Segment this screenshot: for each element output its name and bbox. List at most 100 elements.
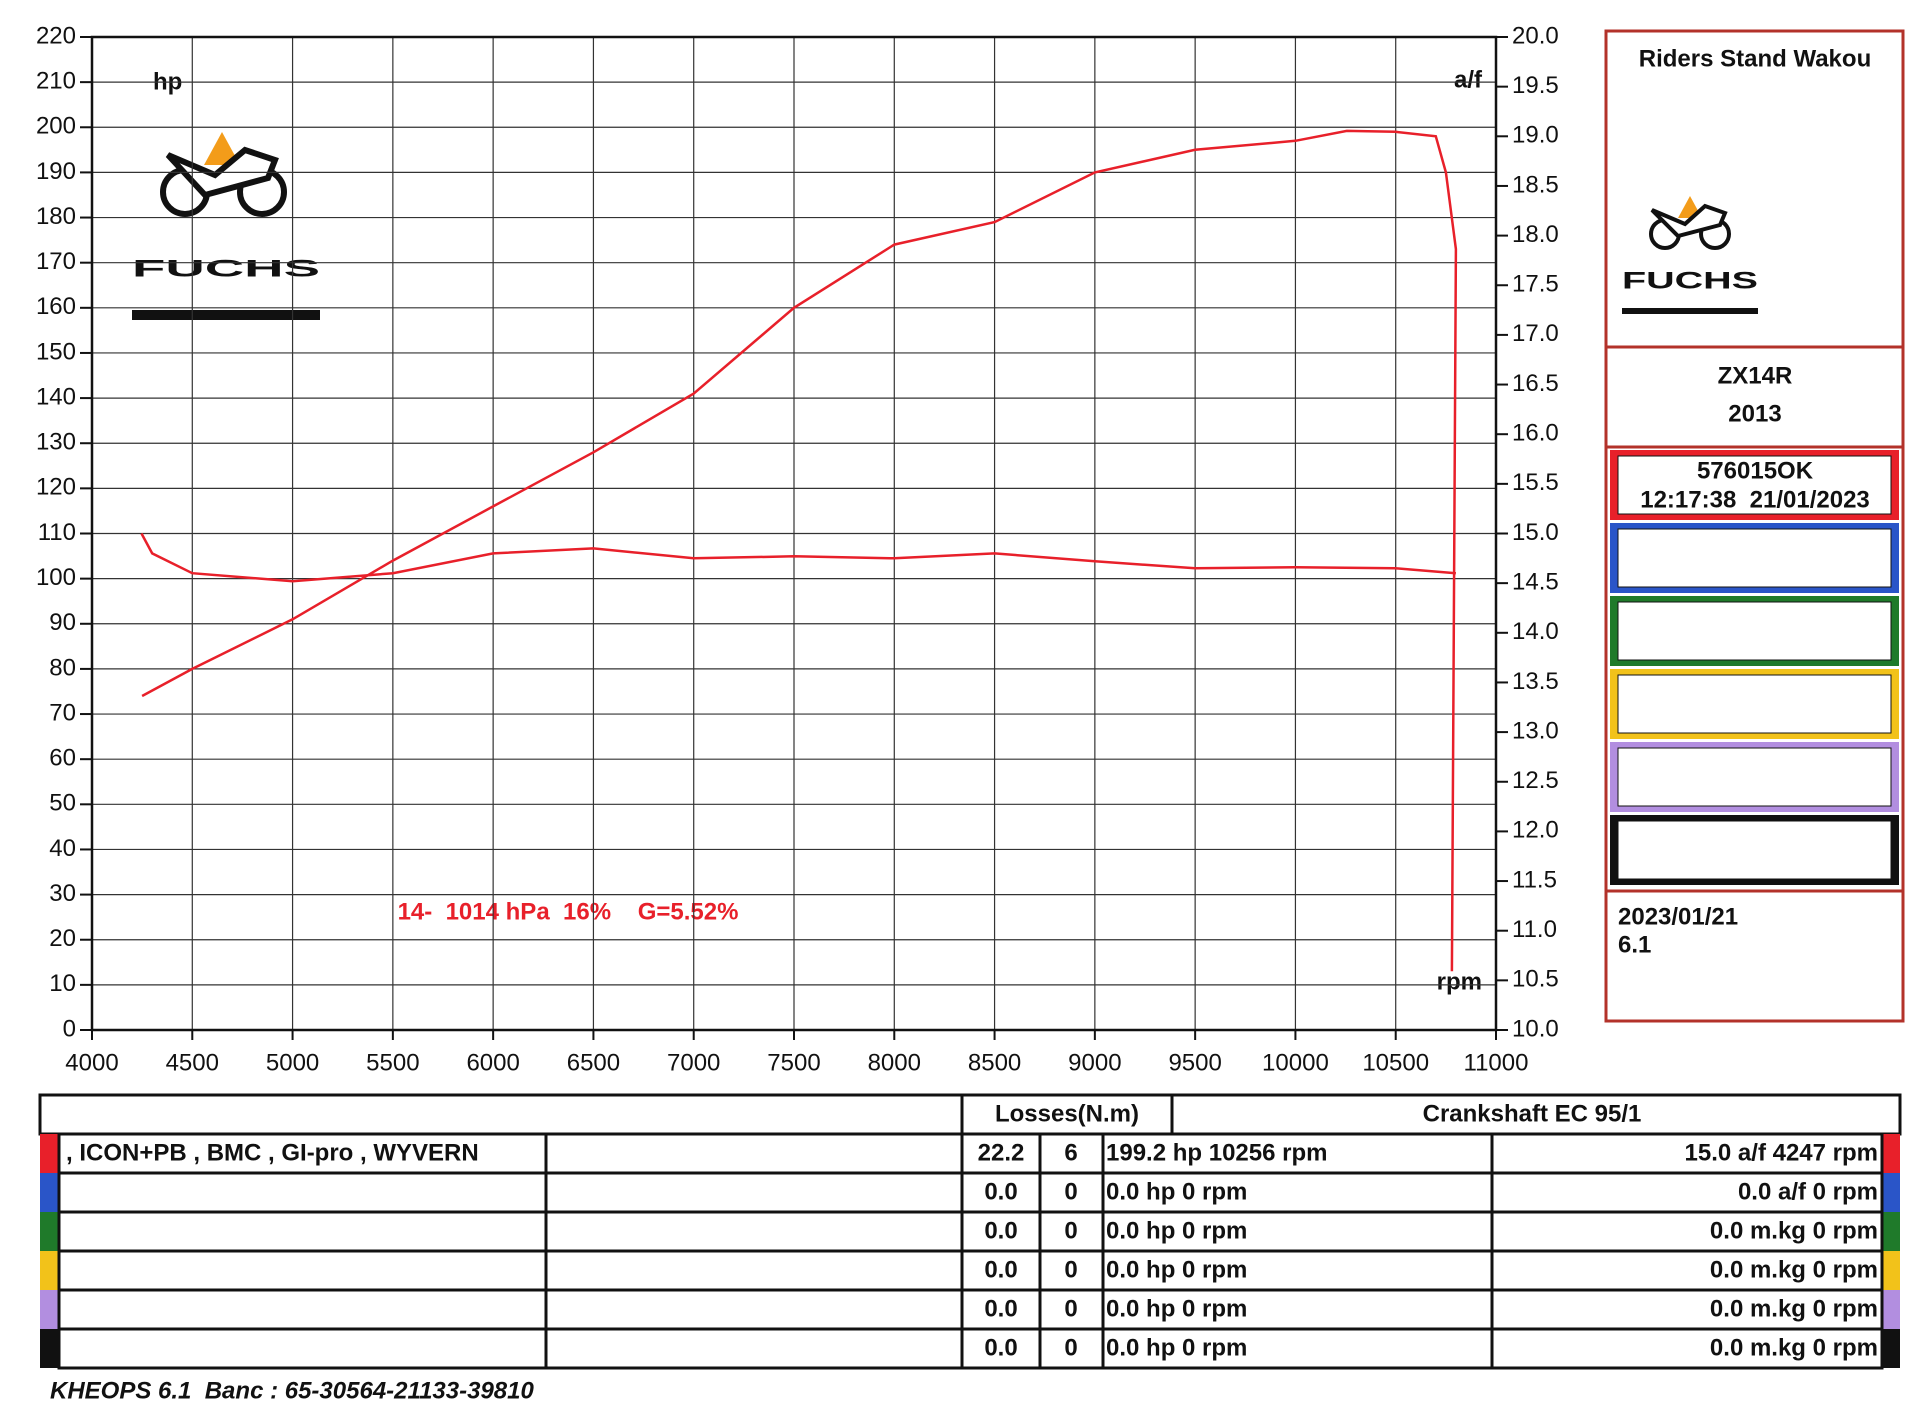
table-cell <box>57 1327 548 1370</box>
x-tick-label: 9500 <box>1168 1049 1221 1076</box>
y-tick-label: 70 <box>49 699 76 726</box>
row-af: 0.0 m.kg 0 rpm <box>1710 1256 1878 1283</box>
row-loss: 0.0 <box>984 1178 1017 1205</box>
y2-tick-label: 19.5 <box>1512 72 1559 99</box>
date: 2023/01/21 <box>1618 903 1738 930</box>
row-name: , ICON+PB , BMC , GI-pro , WYVERN <box>66 1139 479 1166</box>
y2-tick-label: 17.5 <box>1512 271 1559 298</box>
y2-tick-label: 14.5 <box>1512 568 1559 595</box>
x-tick-label: 6500 <box>567 1049 620 1076</box>
table-cell <box>544 1210 964 1253</box>
y-tick-label: 210 <box>36 67 76 94</box>
table-cell <box>544 1327 964 1370</box>
y-tick-label: 170 <box>36 248 76 275</box>
year: 2013 <box>1728 400 1781 427</box>
row-color <box>40 1290 59 1329</box>
plot-frame <box>90 35 1498 1032</box>
x-axis-label: rpm <box>1437 968 1482 995</box>
logo-text: FUCHS <box>132 255 320 282</box>
y2-axis-label: a/f <box>1454 66 1483 93</box>
table-cell <box>57 1210 548 1253</box>
annotation: 14- 1014 hPa 16% G=5.52% <box>398 898 739 925</box>
y2-tick-label: 18.5 <box>1512 171 1559 198</box>
y2-tick-label: 18.0 <box>1512 221 1559 248</box>
y2-tick-label: 16.0 <box>1512 420 1559 447</box>
logo: FUCHS <box>132 132 320 320</box>
data-line <box>140 532 1457 583</box>
row-n: 0 <box>1064 1334 1077 1361</box>
x-tick-label: 4000 <box>65 1049 118 1076</box>
y2-tick-label: 11.0 <box>1512 916 1557 943</box>
color-slot-inner <box>1617 820 1892 880</box>
row-n: 6 <box>1064 1139 1077 1166</box>
logo-small: FUCHS <box>1622 196 1758 314</box>
color-slot-inner <box>1617 528 1892 588</box>
y-tick-label: 160 <box>36 293 76 320</box>
x-tick-label: 8500 <box>968 1049 1021 1076</box>
row-color <box>1882 1290 1900 1329</box>
row-color <box>40 1329 59 1368</box>
table-header: Crankshaft EC 95/1 <box>1423 1100 1642 1127</box>
row-n: 0 <box>1064 1295 1077 1322</box>
x-tick-label: 7000 <box>667 1049 720 1076</box>
y-tick-label: 130 <box>36 429 76 456</box>
row-color <box>1882 1329 1900 1368</box>
table-cell <box>544 1249 964 1292</box>
row-loss: 0.0 <box>984 1217 1017 1244</box>
y2-tick-label: 13.5 <box>1512 668 1559 695</box>
row-af: 0.0 m.kg 0 rpm <box>1710 1217 1878 1244</box>
y2-tick-label: 19.0 <box>1512 122 1559 149</box>
table-cell <box>544 1288 964 1331</box>
color-slot-inner <box>1617 455 1892 515</box>
color-slot-inner <box>1617 747 1892 807</box>
y-tick-label: 50 <box>49 790 76 817</box>
row-color <box>1882 1251 1900 1290</box>
row-color <box>40 1251 59 1290</box>
color-slot-inner <box>1617 674 1892 734</box>
y2-tick-label: 11.5 <box>1512 866 1557 893</box>
row-hp: 199.2 hp 10256 rpm <box>1106 1139 1327 1166</box>
table-cell <box>57 1249 548 1292</box>
row-af: 0.0 m.kg 0 rpm <box>1710 1334 1878 1361</box>
y-tick-label: 140 <box>36 383 76 410</box>
y-tick-label: 120 <box>36 474 76 501</box>
row-color <box>40 1134 59 1173</box>
y2-tick-label: 15.0 <box>1512 519 1559 546</box>
y-tick-label: 10 <box>49 970 76 997</box>
row-hp: 0.0 hp 0 rpm <box>1106 1295 1247 1322</box>
x-tick-label: 8000 <box>868 1049 921 1076</box>
x-tick-label: 10000 <box>1262 1049 1329 1076</box>
y-tick-label: 20 <box>49 925 76 952</box>
row-af: 0.0 a/f 0 rpm <box>1738 1178 1878 1205</box>
y-tick-label: 110 <box>38 519 76 546</box>
x-tick-label: 9000 <box>1068 1049 1121 1076</box>
x-tick-label: 7500 <box>767 1049 820 1076</box>
y2-tick-label: 17.0 <box>1512 320 1559 347</box>
row-loss: 22.2 <box>978 1139 1025 1166</box>
y2-tick-label: 10.5 <box>1512 966 1559 993</box>
row-n: 0 <box>1064 1217 1077 1244</box>
x-tick-label: 10500 <box>1362 1049 1429 1076</box>
y2-tick-label: 14.0 <box>1512 618 1559 645</box>
x-tick-label: 5500 <box>366 1049 419 1076</box>
y-tick-label: 220 <box>36 22 76 49</box>
row-color <box>40 1173 59 1212</box>
x-tick-label: 5000 <box>266 1049 319 1076</box>
y-tick-label: 90 <box>49 609 76 636</box>
y-tick-label: 40 <box>49 835 76 862</box>
x-tick-label: 11000 <box>1464 1049 1529 1076</box>
y-tick-label: 180 <box>36 203 76 230</box>
row-hp: 0.0 hp 0 rpm <box>1106 1178 1247 1205</box>
row-color <box>1882 1134 1900 1173</box>
logo-text: FUCHS <box>1622 267 1758 294</box>
y-tick-label: 60 <box>49 745 76 772</box>
y-tick-label: 30 <box>49 880 76 907</box>
y2-tick-label: 10.0 <box>1512 1015 1559 1042</box>
y-tick-label: 150 <box>36 338 76 365</box>
table-cell <box>1490 1327 1884 1370</box>
color-slot-inner <box>1617 601 1892 661</box>
y2-tick-label: 12.5 <box>1512 767 1559 794</box>
data-line <box>141 129 1458 972</box>
row-hp: 0.0 hp 0 rpm <box>1106 1256 1247 1283</box>
